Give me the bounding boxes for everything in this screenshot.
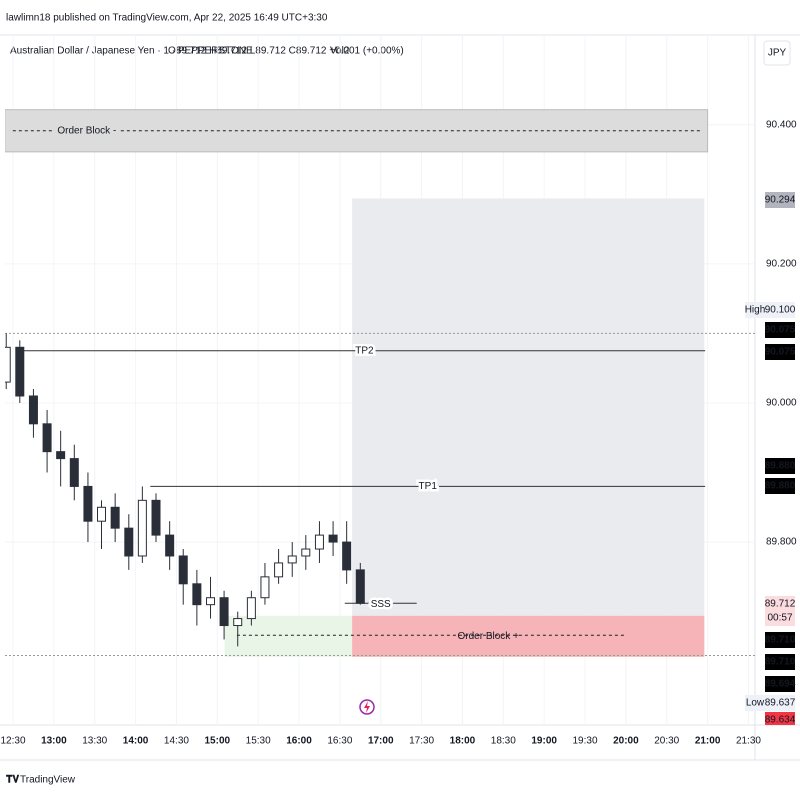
x-tick-label: 19:00 <box>531 736 557 747</box>
price-tag <box>765 632 795 648</box>
candle-body <box>355 569 365 604</box>
price-tag <box>765 596 795 626</box>
price-tag-label: 90.075 <box>765 347 796 358</box>
candle-body <box>56 451 66 460</box>
price-tag <box>765 322 795 338</box>
price-tag-label: 89.880 <box>765 481 796 492</box>
zone-label: Order Block + <box>458 631 520 642</box>
candle-body <box>97 506 107 522</box>
candle-body <box>219 597 229 627</box>
price-tag-label: 90.075 <box>765 325 796 336</box>
candle-body <box>69 458 79 487</box>
candle-body <box>301 548 311 557</box>
candle-body <box>42 423 52 453</box>
level-label: SSS <box>371 599 391 610</box>
x-tick-label: 16:00 <box>286 736 312 747</box>
y-tick-label: 89.800 <box>766 537 797 548</box>
x-tick-label: 13:30 <box>82 736 107 747</box>
price-tag-caption: Low <box>746 698 765 709</box>
x-tick-label: 15:00 <box>205 736 231 747</box>
price-tag <box>765 344 795 360</box>
price-tag-label: 89.637 <box>765 698 796 709</box>
candle-body <box>233 618 243 627</box>
y-tick-label: 90.200 <box>766 258 797 269</box>
zone-label: Order Block - <box>57 125 116 136</box>
x-tick-label: 17:30 <box>409 736 434 747</box>
price-tag-sub: 00:57 <box>767 613 792 624</box>
price-tag <box>765 192 795 208</box>
candle-body <box>314 534 324 550</box>
x-tick-label: 21:30 <box>736 736 761 747</box>
candle-body <box>110 506 120 529</box>
x-tick-label: 16:30 <box>327 736 352 747</box>
price-tag-label: 90.294 <box>765 195 796 206</box>
level-label: TP1 <box>419 481 438 492</box>
brand: TradingView <box>20 775 76 786</box>
ohlc: O89.712 H89.712 L89.712 C89.712 +0.001 (… <box>168 46 404 57</box>
candle-body <box>287 555 297 564</box>
x-tick-label: 19:30 <box>573 736 598 747</box>
y-tick-label: 90.000 <box>766 398 797 409</box>
x-tick-label: 18:30 <box>491 736 516 747</box>
candle-body <box>5 346 11 383</box>
price-tag-label: 89.694 <box>765 679 796 690</box>
candle-body <box>28 395 38 425</box>
plot: Order Block - Order Block + TP2 TP1 SSS <box>5 35 755 725</box>
price-tag-caption-bg <box>745 302 765 318</box>
flash-icon[interactable] <box>359 699 375 715</box>
price-tag-label: 89.634 <box>765 715 796 726</box>
candle-body <box>151 499 161 536</box>
price-tag <box>765 654 795 670</box>
candle-body <box>246 597 256 620</box>
candle-body <box>83 485 93 522</box>
level-label: TP2 <box>355 345 374 356</box>
currency[interactable]: JPY <box>768 48 787 59</box>
candle-body <box>137 499 147 557</box>
currency-box[interactable] <box>763 40 791 66</box>
candle-body <box>165 534 175 557</box>
x-tick-label: 14:30 <box>164 736 189 747</box>
price-tag-caption-bg <box>745 695 765 711</box>
price-tag <box>765 676 795 692</box>
price-tag-label: 89.710 <box>765 635 796 646</box>
price-tag-caption: High <box>745 305 766 316</box>
x-tick-label: 17:00 <box>368 736 394 747</box>
candle-body <box>206 597 216 606</box>
x-tick-label: 18:00 <box>450 736 476 747</box>
price-tag-label: 89.710 <box>765 657 796 668</box>
price-tag <box>765 478 795 494</box>
x-tick-label: 15:30 <box>246 736 271 747</box>
price-tag-label: 89.712 <box>765 599 796 610</box>
candle-body <box>124 527 134 557</box>
x-tick-label: 14:00 <box>123 736 149 747</box>
candle-body <box>274 562 284 578</box>
x-tick-label: 20:30 <box>654 736 679 747</box>
x-tick-label: 13:00 <box>41 736 67 747</box>
logo: 𝐓𝐕 <box>6 774 19 786</box>
zone <box>352 615 705 657</box>
candle-body <box>342 541 352 571</box>
price-axis: 90.400 90.200 90.000 89.800 90.294 90.100 90.0… <box>765 119 797 726</box>
x-tick-label: 12:30 <box>0 736 25 747</box>
zone <box>224 615 353 657</box>
y-tick-label: 90.400 <box>766 119 797 130</box>
time-axis: 12:30 13:00 13:30 14:00 14:30 15:00 15:30 16:00… <box>0 736 761 747</box>
candle-body <box>328 534 338 543</box>
zone <box>352 198 705 616</box>
price-tag <box>765 302 795 318</box>
candle-body <box>260 576 270 599</box>
symbol: Australian Dollar / Japanese Yen · 1 · P… <box>10 46 253 57</box>
publisher: lawlimn18 published on TradingView.com, … <box>6 13 328 24</box>
x-tick-label: 20:00 <box>613 736 639 747</box>
candle-body <box>15 346 25 397</box>
price-tag-label: 90.100 <box>765 305 796 316</box>
price-tag <box>765 695 795 711</box>
price-tag <box>765 712 795 725</box>
candle-body <box>178 555 188 585</box>
x-tick-label: 21:00 <box>695 736 721 747</box>
price-tag-label: 89.880 <box>765 461 796 472</box>
price-tag <box>765 458 795 474</box>
candle-body <box>192 583 202 606</box>
